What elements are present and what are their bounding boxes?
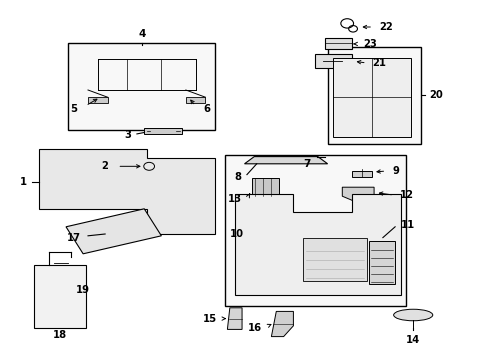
Text: 1: 1 [20,177,27,187]
Polygon shape [351,171,371,177]
Polygon shape [271,311,293,337]
Text: 15: 15 [202,314,216,324]
Text: 9: 9 [391,166,398,176]
Text: 18: 18 [53,330,66,340]
Bar [332,58,410,137]
Text: 23: 23 [362,39,376,49]
Bar [34,265,85,328]
Ellipse shape [393,309,432,321]
Bar [368,241,394,284]
Text: 12: 12 [399,190,413,200]
Text: 20: 20 [428,90,442,100]
Text: 21: 21 [372,58,386,68]
Text: 5: 5 [70,104,77,114]
Bar [315,54,351,68]
Polygon shape [342,187,373,203]
Text: 14: 14 [405,335,420,345]
Bar [88,97,107,103]
Polygon shape [227,308,242,329]
Bar [325,38,351,49]
Text: 13: 13 [227,194,242,204]
Text: 6: 6 [203,104,209,114]
Bar [327,47,420,144]
Bar [144,128,182,134]
Polygon shape [39,149,215,234]
Text: 8: 8 [234,172,241,183]
Text: 17: 17 [66,233,81,243]
Polygon shape [66,209,161,254]
Text: 4: 4 [138,28,145,39]
Text: 3: 3 [124,130,131,140]
Bar [303,238,366,281]
Bar [224,155,405,306]
Bar [251,178,278,196]
Polygon shape [244,157,327,164]
Text: 10: 10 [229,229,243,239]
Bar [185,97,205,103]
Text: 2: 2 [102,161,108,171]
Text: 19: 19 [76,285,90,295]
Text: 7: 7 [303,159,310,169]
Polygon shape [234,194,400,295]
Text: 22: 22 [378,22,392,32]
Text: 11: 11 [400,220,414,230]
Text: 16: 16 [247,323,262,333]
Bar [68,43,215,130]
